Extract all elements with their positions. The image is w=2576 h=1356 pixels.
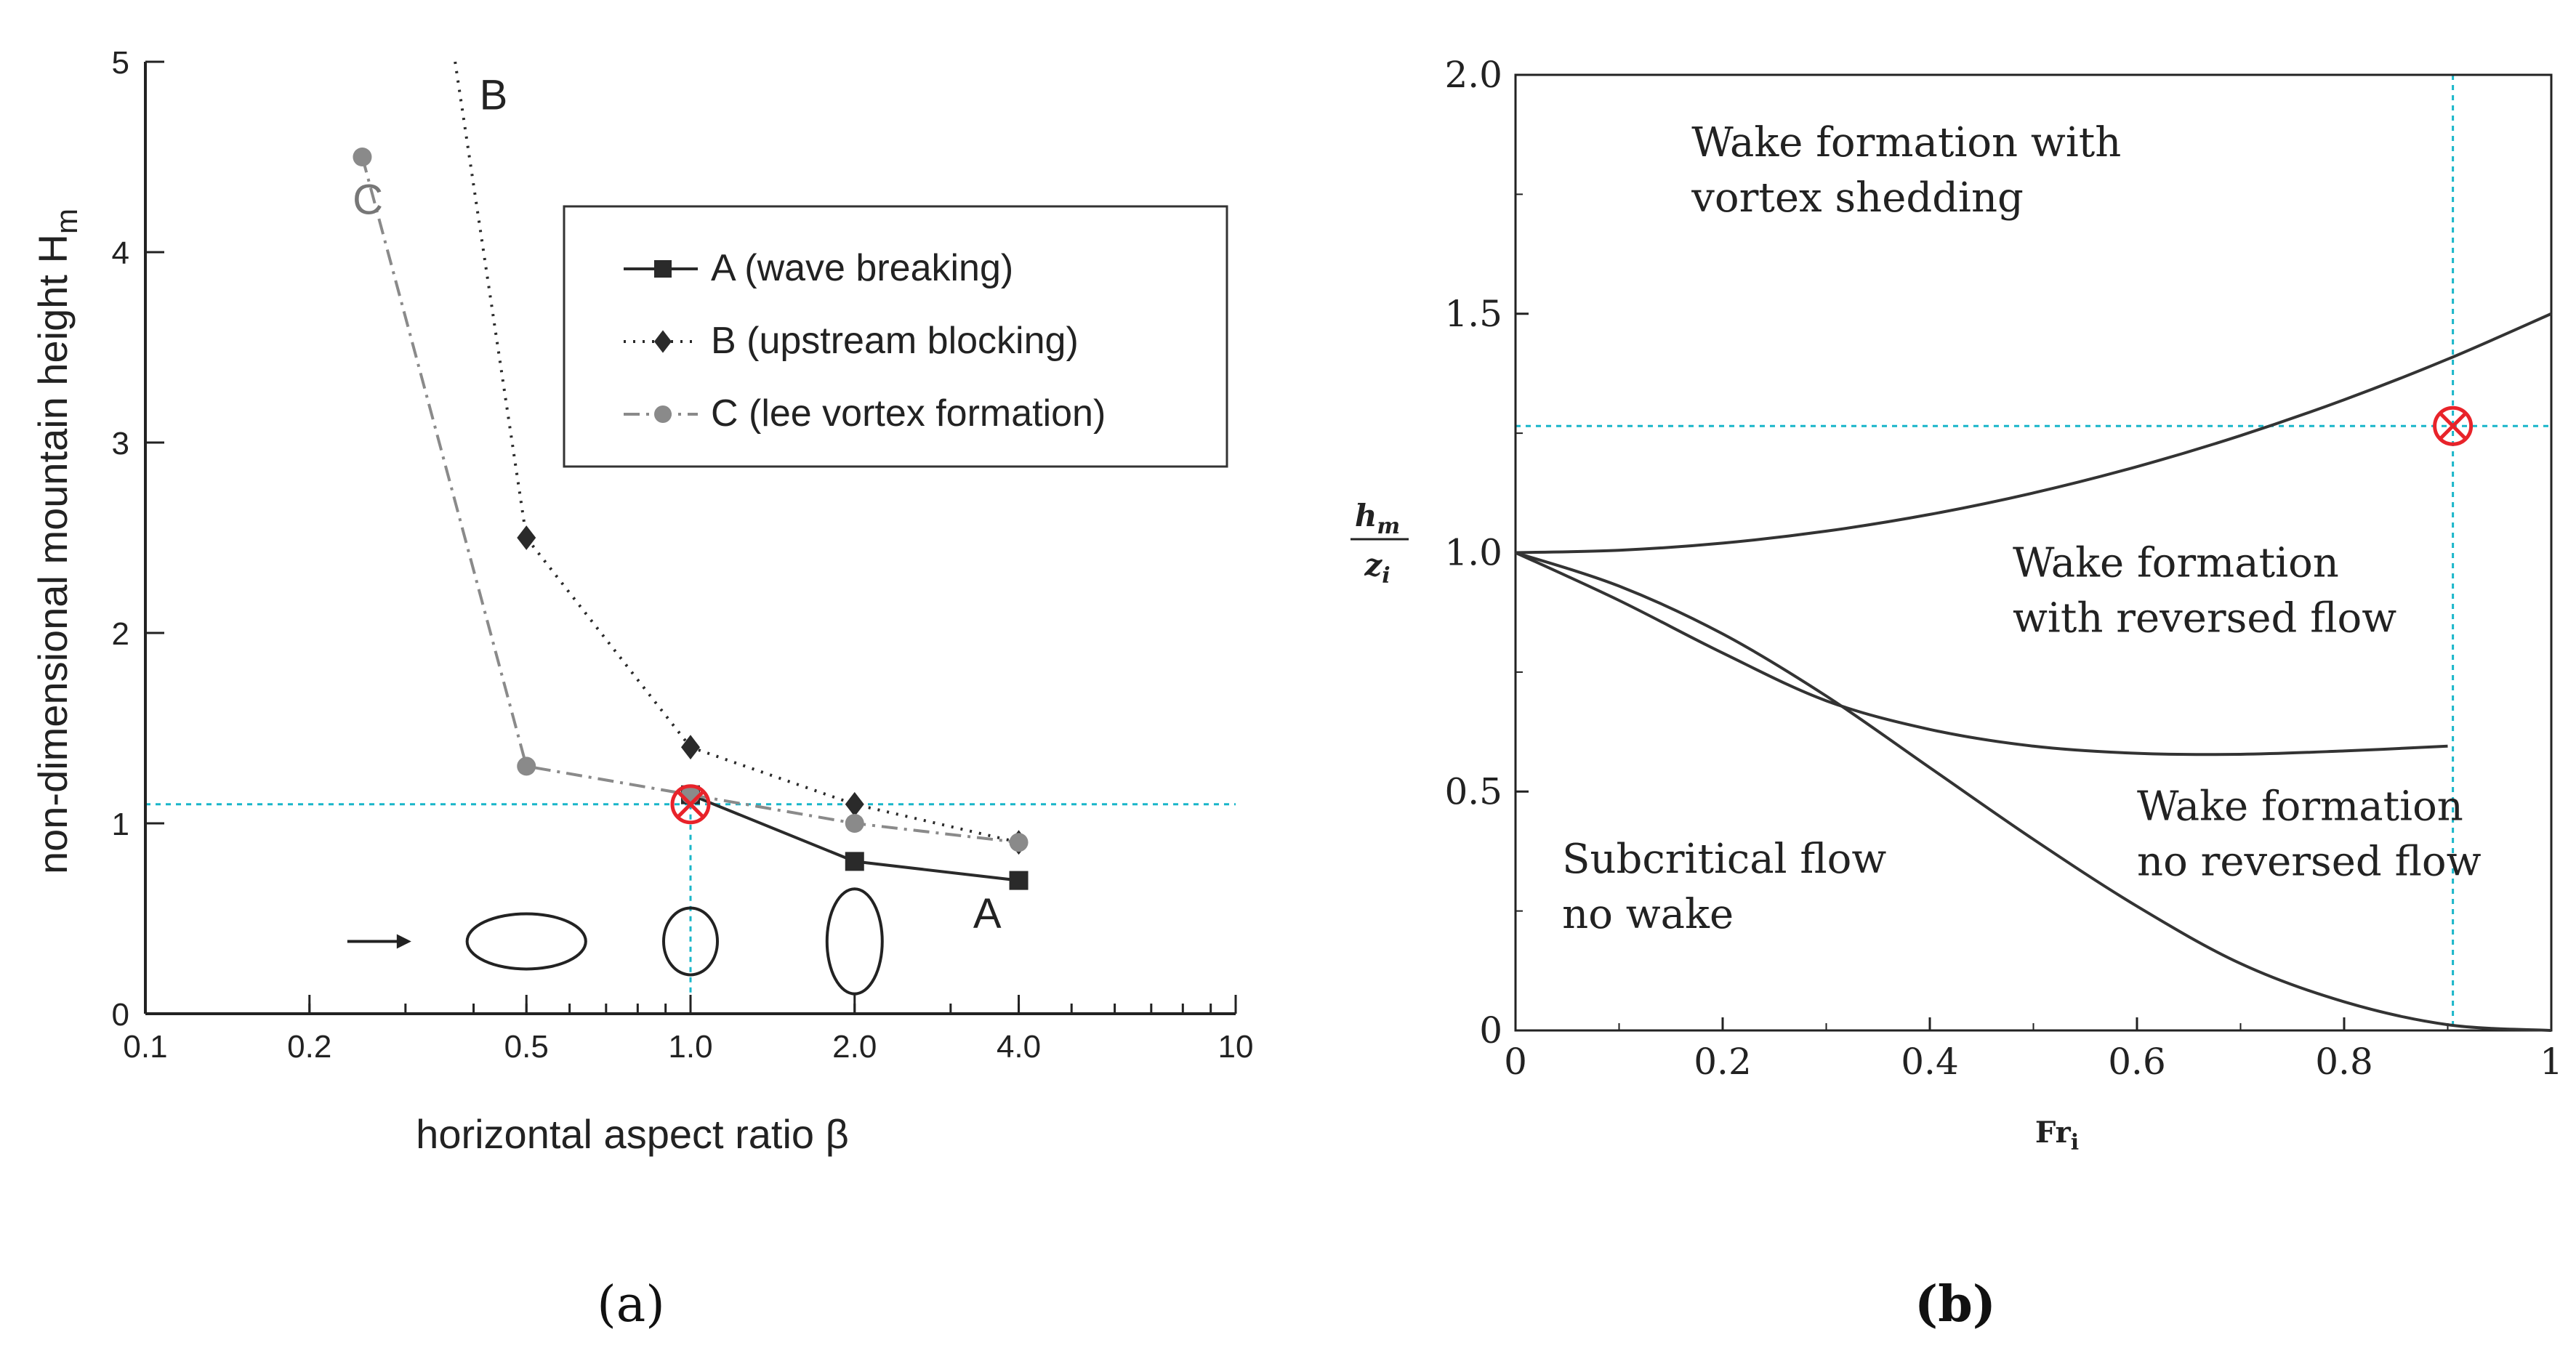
chart-a-axes: 0.1 0.2 0.5 1.0 2.0 4.0 10 0 1 2 3 4 5 bbox=[112, 45, 1254, 1065]
legend-box bbox=[563, 205, 1228, 468]
region-label-line: Wake formation bbox=[2137, 783, 2463, 831]
legend-sample-marker bbox=[654, 260, 672, 278]
x-tick-label: 10 bbox=[1218, 1029, 1254, 1065]
data-point-c bbox=[517, 756, 536, 776]
legend-entry-a: A (wave breaking) bbox=[711, 247, 1013, 289]
reference-point-marker-b-ring bbox=[2433, 405, 2474, 446]
y-tick-label: 3 bbox=[112, 426, 129, 461]
series-line-c bbox=[361, 156, 1019, 844]
data-point-a bbox=[845, 852, 864, 871]
region-label-2: Wake formation with reversed flow bbox=[2013, 539, 2396, 642]
y-tick-label: 2.0 bbox=[1444, 54, 1502, 96]
x-tick-label: 0.5 bbox=[504, 1029, 549, 1065]
mountain-shape bbox=[825, 887, 884, 996]
panel-label-b: (b) bbox=[1915, 1275, 1996, 1333]
chart-b-x-axis-title: Fri bbox=[2035, 1115, 2079, 1155]
x-tick-label: 1 bbox=[2540, 1041, 2563, 1083]
x-tick-label: 0.2 bbox=[1694, 1041, 1752, 1083]
y-tick-label: 0 bbox=[1479, 1009, 1502, 1052]
chart-a-marker bbox=[670, 784, 711, 825]
x-tick-label: 0.6 bbox=[2108, 1041, 2166, 1083]
data-point-b bbox=[845, 791, 864, 817]
boundary-curve-2 bbox=[1515, 551, 2448, 756]
chart-b-refs bbox=[1516, 75, 2551, 1030]
x-tick-label: 0.8 bbox=[2315, 1041, 2373, 1083]
panel-label-a: (a) bbox=[597, 1276, 665, 1333]
chart-b-series bbox=[1515, 312, 2552, 1032]
region-label-line: vortex shedding bbox=[1691, 174, 2024, 222]
y-tick-label: 1 bbox=[112, 807, 129, 842]
region-label-line: Wake formation with bbox=[1691, 119, 2121, 166]
x-tick-label: 4.0 bbox=[997, 1029, 1041, 1065]
curve-label-b: B bbox=[480, 72, 508, 119]
x-tick-label: 0.4 bbox=[1901, 1041, 1959, 1083]
legend-sample-marker bbox=[654, 405, 672, 423]
svg-text:hm: hm bbox=[1355, 498, 1400, 539]
region-label-line: Subcritical flow bbox=[1562, 836, 1886, 883]
legend-entry-c: C (lee vortex formation) bbox=[711, 392, 1106, 435]
svg-text:zi: zi bbox=[1364, 547, 1390, 589]
chart-a-series: A B C bbox=[353, 61, 1029, 937]
flow-arrow-head-icon bbox=[396, 934, 411, 949]
y-tick-label: 0 bbox=[112, 997, 129, 1033]
region-label-1: Wake formation with vortex shedding bbox=[1691, 119, 2121, 222]
chart-b: 0 0.2 0.4 0.6 0.8 1 0 0.5 1.0 1.5 2.0 Wake formati… bbox=[1351, 54, 2563, 1333]
data-point-c bbox=[1009, 833, 1029, 852]
reference-point-marker-a-ring bbox=[670, 784, 711, 825]
y-tick-label: 1.5 bbox=[1444, 293, 1502, 335]
y-tick-label: 1.0 bbox=[1444, 532, 1502, 574]
curve-label-c: C bbox=[353, 177, 383, 224]
x-tick-label: 0.1 bbox=[123, 1029, 167, 1065]
reference-point-marker-b-cross-2 bbox=[2439, 412, 2467, 440]
region-label-line: no reversed flow bbox=[2137, 839, 2482, 886]
chart-a-legend: A (wave breaking) B (upstream blocking) … bbox=[563, 205, 1228, 468]
data-point-c bbox=[353, 148, 372, 166]
x-tick-label: 0.2 bbox=[287, 1029, 331, 1065]
data-point-b bbox=[681, 735, 700, 760]
chart-b-marker bbox=[2433, 405, 2474, 446]
x-tick-label: 1.0 bbox=[668, 1029, 712, 1065]
y-tick-label: 4 bbox=[112, 235, 129, 271]
region-label-line: no wake bbox=[1562, 891, 1734, 938]
legend-entry-b: B (upstream blocking) bbox=[711, 320, 1079, 362]
data-point-b bbox=[517, 525, 536, 550]
region-label-4: Subcritical flow no wake bbox=[1562, 836, 1886, 938]
x-tick-label: 0 bbox=[1504, 1041, 1527, 1083]
data-point-a bbox=[1009, 871, 1029, 890]
y-tick-label: 5 bbox=[112, 45, 129, 81]
chart-a: 0.1 0.2 0.5 1.0 2.0 4.0 10 0 1 2 3 4 5 A B C A (wave b… bbox=[30, 45, 1253, 1333]
chart-a-shapes bbox=[347, 887, 884, 996]
chart-b-y-axis-title: hm zi bbox=[1351, 498, 1409, 589]
reference-point-marker-a bbox=[670, 784, 711, 825]
boundary-curve-1 bbox=[1515, 312, 2552, 554]
y-tick-label: 2 bbox=[112, 616, 129, 652]
x-tick-label: 2.0 bbox=[832, 1029, 877, 1065]
region-label-3: Wake formation no reversed flow bbox=[2137, 783, 2482, 886]
y-tick-label: 0.5 bbox=[1444, 770, 1502, 812]
legend-sample-marker bbox=[654, 330, 672, 353]
curve-label-a: A bbox=[973, 890, 1002, 937]
chart-a-x-axis-title: horizontal aspect ratio β bbox=[416, 1111, 849, 1157]
region-label-line: Wake formation bbox=[2013, 539, 2339, 586]
mountain-shape bbox=[662, 906, 719, 977]
chart-a-y-axis-title: non-dimensional mountain height Hm bbox=[30, 209, 84, 874]
reference-point-marker-b bbox=[2433, 405, 2474, 446]
mountain-shape bbox=[465, 912, 587, 971]
boundary-curve-3 bbox=[1515, 551, 2552, 1032]
region-label-line: with reversed flow bbox=[2013, 594, 2396, 642]
reference-point-marker-a-cross-2 bbox=[677, 791, 704, 818]
chart-b-axes: 0 0.2 0.4 0.6 0.8 1 0 0.5 1.0 1.5 2.0 bbox=[1444, 54, 2562, 1083]
data-point-c bbox=[845, 814, 864, 833]
